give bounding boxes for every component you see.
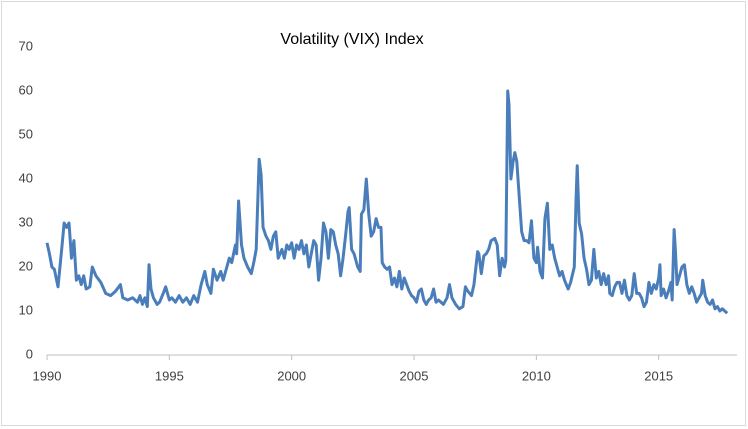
chart-title: Volatility (VIX) Index: [280, 31, 423, 48]
y-tick-label: 70: [19, 38, 33, 53]
line-series: [45, 89, 729, 315]
x-tick-label: 2005: [400, 368, 429, 383]
y-tick-label: 10: [19, 302, 33, 317]
y-tick-label: 0: [26, 346, 33, 361]
x-tick-label: 2015: [644, 368, 673, 383]
x-tick-label: 2010: [522, 368, 551, 383]
y-tick-label: 20: [19, 258, 33, 273]
x-tick-label: 1995: [155, 368, 184, 383]
x-tick-label: 1990: [33, 368, 62, 383]
y-tick-label: 40: [19, 170, 33, 185]
y-tick-label: 50: [19, 126, 33, 141]
y-tick-label: 30: [19, 214, 33, 229]
y-tick-label: 60: [19, 82, 33, 97]
x-tick-label: 2000: [277, 368, 306, 383]
